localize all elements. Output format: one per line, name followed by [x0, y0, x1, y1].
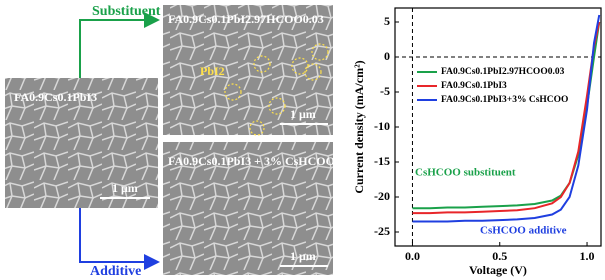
- legend-label: FA0.9Cs0.1PbI2.97HCOO0.03: [441, 67, 565, 77]
- x-tick-label: 0.5: [492, 249, 507, 263]
- scale-label: 1 μm: [112, 181, 138, 195]
- image-label: FA0.9Cs0.1PbI2.97HCOO0.03: [168, 12, 324, 26]
- image-label: FA0.9Cs0.1PbI3 + 3% CsHCOO: [168, 154, 335, 168]
- legend-label: FA0.9Cs0.1PbI3+3% CsHCOO: [441, 95, 568, 105]
- y-tick-label: 5: [384, 14, 390, 28]
- y-tick-label: -10: [374, 119, 390, 133]
- y-tick-label: -5: [380, 84, 390, 98]
- arrow-label: Additive: [90, 264, 141, 279]
- series-line: [412, 22, 599, 213]
- scale-label: 1 μm: [290, 249, 316, 263]
- y-tick-label: 0: [384, 49, 390, 63]
- annotation: CsHCOO additive: [480, 225, 567, 237]
- annotation: PbI2: [200, 64, 225, 78]
- y-tick-label: -15: [374, 154, 390, 168]
- y-tick-label: -20: [374, 189, 390, 203]
- chart: -25 -20 -15 -10 -5 0 5 0.0 0.5 1.0 Voltage (V) Curr…: [352, 8, 601, 277]
- arrow: [80, 20, 158, 78]
- diagram: Substituent Additive FA0.9Cs0.1PbI3 FA0.…: [5, 4, 335, 279]
- arrow: [80, 208, 158, 262]
- y-tick-label: -25: [374, 224, 390, 238]
- figure: Substituent Additive FA0.9Cs0.1PbI3 FA0.…: [0, 0, 605, 280]
- series-line: [412, 15, 599, 222]
- arrow-label: Substituent: [92, 4, 161, 19]
- y-axis-label: Current density (mA/cm²): [352, 60, 366, 193]
- x-tick-label: 1.0: [580, 249, 595, 263]
- legend-label: FA0.9Cs0.1PbI3: [441, 81, 507, 91]
- x-tick-label: 0.0: [405, 249, 420, 263]
- x-axis-label: Voltage (V): [469, 263, 527, 277]
- annotation: CsHCOO substituent: [415, 167, 516, 179]
- scale-label: 1 μm: [290, 107, 316, 121]
- image-label: FA0.9Cs0.1PbI3: [14, 90, 97, 104]
